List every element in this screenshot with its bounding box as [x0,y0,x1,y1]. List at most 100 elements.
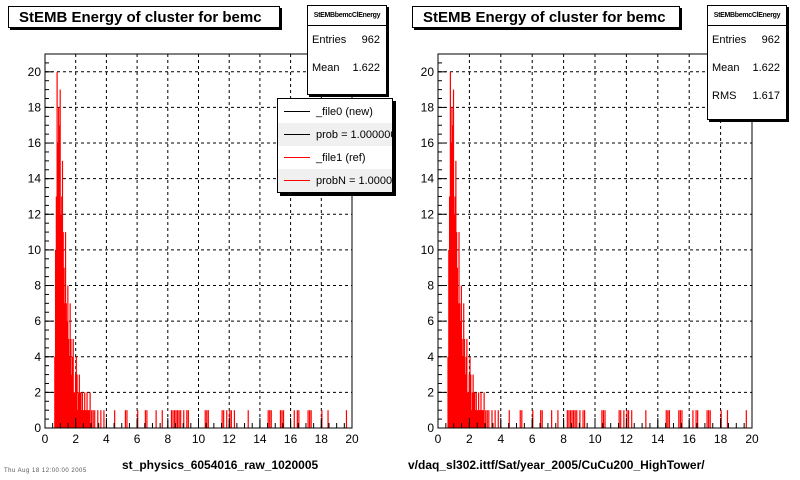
x-tick-label: 10 [588,432,602,446]
histogram-bar [84,392,86,428]
histogram-bar [61,160,64,428]
stats-label: Mean [712,62,740,74]
y-tick-label: 10 [28,243,42,257]
histogram-bar [601,410,603,428]
legend-entry: _file0 (new) [278,100,392,123]
y-tick-label: 2 [34,385,41,399]
histogram-bar [620,410,622,428]
stats-value: 1.617 [752,90,780,102]
histogram-bar [92,410,94,428]
histogram-bar [178,410,180,428]
histogram-bar [467,392,469,428]
histogram-bar [692,410,694,428]
histogram-bar [267,410,269,428]
histogram-bar [483,392,485,428]
stats-label: RMS [712,90,737,102]
histogram-bar [114,410,116,428]
legend: _file0 (new) prob = 1.000000 _file1 (ref… [277,98,393,193]
histogram-bar [665,410,667,428]
histogram-bar [460,285,462,428]
histogram-bar [456,267,459,428]
histogram-bar [310,410,312,428]
histogram-bar [470,410,473,428]
y-tick-label: 14 [421,172,435,186]
histogram-bar [569,410,572,428]
histogram-bar [475,392,477,428]
histogram-bar [574,410,576,428]
stats-row-mean: Mean 1.622 [708,54,786,82]
histogram-bar [177,410,179,428]
histogram-bar [233,410,236,428]
histogram-bar [447,356,449,428]
legend-swatch [284,180,310,181]
stats-value: 1.622 [352,62,380,74]
histogram-bar [474,410,477,428]
histogram-bar [697,410,699,428]
y-tick-label: 12 [28,207,42,221]
x-tick-label: 12 [620,432,634,446]
histogram-bar [94,410,96,428]
histogram-bar [584,410,586,428]
histogram-bar [124,410,127,428]
histogram-bar [695,410,697,428]
histogram-bar [84,410,87,428]
histogram-bar [327,410,329,428]
histogram-bar [56,71,58,429]
histogram-bar [471,392,473,428]
histogram-bar [87,410,89,428]
histogram-bar [65,303,67,428]
histogram-bar [63,267,65,428]
histogram-bar [508,410,510,428]
histogram-bar [452,125,454,428]
x-tick-label: 8 [560,432,567,446]
histogram-bar [161,410,163,428]
histogram-bar [551,410,553,428]
histogram-bar [477,410,479,428]
histogram-bar [491,410,493,428]
histogram-bar [57,143,59,429]
y-tick-label: 4 [427,350,434,364]
histogram-bar [279,410,282,428]
histogram-bar [576,410,578,428]
histogram-bar [457,303,459,428]
histogram-bar [726,410,729,428]
chart-title: StEMB Energy of cluster for bemc [8,6,280,28]
histogram-bar [461,338,463,428]
histogram-bar [229,410,231,428]
histogram-bar [282,410,285,428]
histogram-bar [627,410,630,428]
y-tick-label: 6 [427,314,434,328]
legend-entry: probN = 1.000000 [278,169,392,192]
y-tick-label: 8 [427,279,434,293]
legend-label: _file0 (new) [316,105,373,118]
y-tick-label: 20 [28,65,42,79]
histogram-bar [126,410,128,428]
x-axis-title: v/daq_sl302.ittf/Sat/year_2005/CuCu200_H… [408,458,705,472]
x-axis-title: st_physics_6054016_raw_1020005 [122,458,319,472]
histogram-bar [71,374,73,428]
histogram-bar [103,410,105,428]
histogram-bar [137,410,139,428]
histogram-bar [488,410,490,428]
x-tick-label: 8 [164,432,171,446]
histogram-bar [519,410,521,428]
histogram-bar [175,410,177,428]
histogram-bar [67,285,69,428]
legend-entry: _file1 (ref) [278,146,392,169]
histogram-plot: 0 2 4 6 8 10 12 14 16 18 20 0 2 4 6 8 10 12 14 16 18 20 [421,53,759,446]
x-tick-label: 14 [253,432,267,446]
footer-timestamp: Thu Aug 18 12:00:00 2005 [4,468,87,474]
y-tick-label: 2 [427,385,434,399]
histogram-bar [451,107,453,428]
legend-label: prob = 1.000000 [316,128,393,141]
histogram-bar [80,392,82,428]
histogram-bar [207,410,209,428]
histogram-bar [466,338,468,428]
histogram-bar [64,303,66,428]
stats-value: 962 [761,34,780,46]
histogram-bar [281,410,283,428]
histogram-bar [146,410,148,428]
x-tick-label: 16 [683,432,697,446]
y-tick-label: 6 [34,314,41,328]
histogram-bar [76,374,78,428]
